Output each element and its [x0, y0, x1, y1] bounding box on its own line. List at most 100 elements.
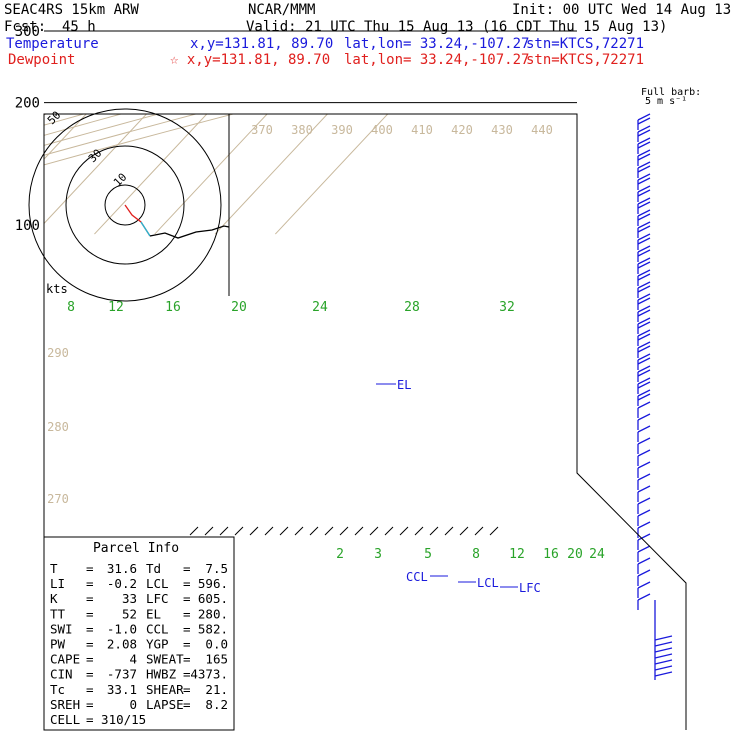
- parcel-value: 0.0: [205, 637, 228, 652]
- wind-barb-flag: [637, 317, 651, 325]
- level-tick: [294, 526, 304, 536]
- wind-barb-flag: [637, 225, 651, 233]
- isotherm-line: [154, 114, 553, 235]
- wind-barb-flag: [637, 237, 651, 245]
- parcel-label: Td: [146, 561, 161, 576]
- wind-barb-flag: [637, 509, 651, 517]
- ccl-label: CCL: [406, 570, 428, 584]
- pressure-label: 100: [15, 218, 40, 234]
- parcel-label: LAPSE: [146, 697, 184, 712]
- temperature-xy: x,y=131.81, 89.70: [190, 36, 334, 52]
- parcel-label: SREH: [50, 697, 80, 712]
- parcel-value: 2.08: [107, 637, 137, 652]
- wind-barb-flag: [637, 177, 651, 185]
- wind-barb-flag: [637, 389, 651, 397]
- parcel-equals: =: [86, 621, 94, 636]
- theta-label: 440: [531, 123, 553, 137]
- wind-barb-flag: [637, 233, 651, 241]
- theta-e-label: 8: [67, 300, 75, 315]
- level-tick: [264, 526, 274, 536]
- parcel-label: EL: [146, 606, 161, 621]
- parcel-value: -0.2: [107, 576, 137, 591]
- parcel-equals: =: [183, 682, 191, 697]
- level-tick: [399, 526, 409, 536]
- theta-e-label: 24: [312, 300, 328, 315]
- parcel-value: 31.6: [107, 561, 137, 576]
- wind-barb-flag: [637, 425, 651, 433]
- parcel-label: PW: [50, 637, 66, 652]
- parcel-equals: =: [86, 591, 94, 606]
- wind-barb-flag: [654, 647, 673, 653]
- wind-barb-flag: [637, 113, 651, 121]
- level-tick: [429, 526, 439, 536]
- wind-barb-flag: [654, 653, 673, 659]
- wind-barb-flag: [637, 473, 651, 481]
- isotherm-line: [214, 114, 613, 235]
- wind-barb-flag: [637, 413, 651, 421]
- lcl-label: LCL: [477, 576, 499, 590]
- wind-barb-flag: [637, 249, 651, 257]
- parcel-label: LFC: [146, 591, 169, 606]
- parcel-label: YGP: [146, 637, 169, 652]
- dry-adiabat-line: [44, 114, 620, 226]
- wind-barb-flag: [637, 173, 651, 181]
- parcel-label: LCL: [146, 576, 169, 591]
- isotherm-line: [94, 114, 493, 235]
- hodograph-ring: [28, 108, 222, 302]
- parcel-value: -737: [107, 667, 137, 682]
- wind-barb-flag: [654, 635, 673, 641]
- temperature-legend: Temperature: [6, 36, 99, 52]
- wind-barb-flag: [637, 437, 651, 445]
- wind-barb-flag: [637, 297, 651, 305]
- wind-barb-flag: [637, 117, 651, 125]
- theta-e-label: 20: [231, 300, 247, 315]
- wind-barb-flag: [654, 659, 673, 665]
- theta-label: 430: [491, 123, 513, 137]
- level-tick: [189, 526, 199, 536]
- parcel-equals: =: [86, 637, 94, 652]
- wind-barb-flag: [637, 485, 651, 493]
- wind-barb-flag: [637, 281, 651, 289]
- hodograph-unit: kts: [46, 282, 68, 296]
- theta-label: 280: [47, 420, 69, 434]
- wind-barb-flag: [637, 569, 651, 577]
- level-tick: [444, 526, 454, 536]
- parcel-value: 4: [129, 652, 137, 667]
- wind-barb-flag: [637, 497, 651, 505]
- wind-barb-flag: [637, 213, 651, 221]
- level-tick: [489, 526, 499, 536]
- parcel-equals: =: [183, 652, 191, 667]
- level-tick: [249, 526, 259, 536]
- parcel-label: CIN: [50, 667, 73, 682]
- wind-barb-flag: [637, 381, 651, 389]
- mixing-ratio-label: 2: [336, 547, 344, 562]
- wind-barb-flag: [637, 285, 651, 293]
- parcel-label: K: [50, 591, 58, 606]
- wind-barb-flag: [637, 165, 651, 173]
- wind-barb-flag: [637, 545, 651, 553]
- theta-label: 400: [371, 123, 393, 137]
- theta-e-label: 28: [404, 300, 420, 315]
- parcel-equals: =: [183, 591, 191, 606]
- model-title: SEAC4RS 15km ARW: [4, 2, 139, 18]
- isotherm-line: [44, 114, 432, 235]
- level-tick: [204, 526, 214, 536]
- wind-barb-flag: [637, 129, 651, 137]
- wind-barb-flag: [637, 269, 651, 277]
- mixing-ratio-label: 16: [543, 547, 559, 562]
- wind-barb-flag: [637, 461, 651, 469]
- wind-barb-flag: [637, 357, 651, 365]
- parcel-equals: =: [183, 637, 191, 652]
- parcel-value: 33: [122, 591, 137, 606]
- hodograph-ring-label: 10: [111, 171, 130, 190]
- wind-barb-flag: [637, 401, 651, 409]
- parcel-equals: =: [183, 576, 191, 591]
- parcel-value: 280.: [198, 606, 228, 621]
- wind-barb-flag: [637, 125, 651, 133]
- wind-barb-flag: [637, 197, 651, 205]
- barb-legend-unit: 5 m s⁻¹: [645, 96, 687, 107]
- level-tick: [459, 526, 469, 536]
- parcel-equals: =: [86, 667, 94, 682]
- wind-barb-flag: [637, 329, 651, 337]
- parcel-label: LI: [50, 576, 65, 591]
